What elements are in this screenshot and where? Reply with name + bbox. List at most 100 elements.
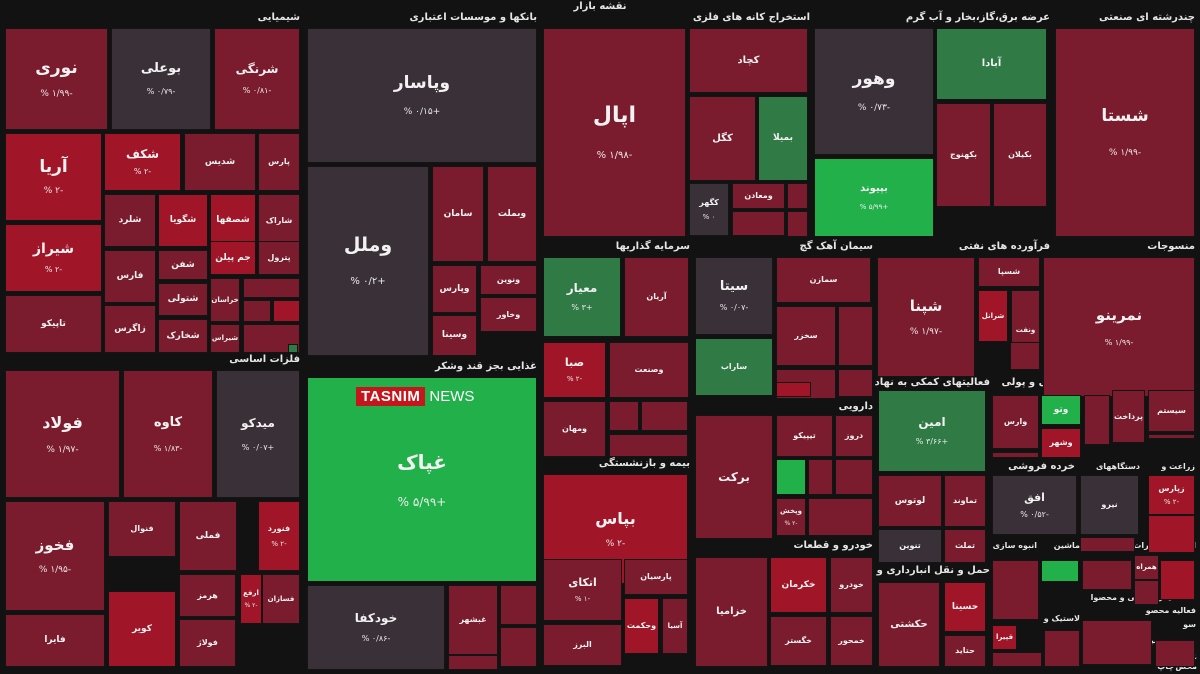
- small-stock-cell[interactable]: [1082, 620, 1152, 665]
- small-stock-cell[interactable]: [288, 344, 298, 353]
- small-stock-cell[interactable]: [641, 401, 688, 431]
- stock-tile[interactable]: زپارس -۲ %: [1148, 475, 1195, 515]
- stock-tile[interactable]: افق -۰/۵۲ %: [992, 475, 1077, 535]
- stock-tile[interactable]: شپنا -۱/۹۷ %: [877, 257, 975, 377]
- stock-tile[interactable]: وصنعت: [609, 342, 689, 398]
- stock-tile[interactable]: حکشتی: [878, 582, 940, 667]
- stock-tile[interactable]: وهور -۰/۷۳ %: [814, 28, 934, 155]
- stock-tile[interactable]: جم پیلن: [210, 241, 256, 275]
- small-stock-cell[interactable]: [609, 434, 688, 457]
- stock-tile[interactable]: اپال -۱/۹۸ %: [543, 28, 686, 237]
- stock-tile[interactable]: شاراک: [258, 194, 300, 247]
- small-stock-cell[interactable]: [787, 183, 808, 209]
- stock-tile[interactable]: ارفع -۲ %: [240, 574, 262, 624]
- small-stock-cell[interactable]: [992, 652, 1042, 667]
- small-stock-cell[interactable]: [838, 369, 873, 397]
- small-stock-cell[interactable]: [500, 585, 537, 625]
- small-stock-cell[interactable]: [1082, 560, 1132, 590]
- stock-tile[interactable]: وپخش -۲ %: [776, 498, 806, 536]
- stock-tile[interactable]: سخزر: [776, 306, 836, 366]
- stock-tile[interactable]: شگویا: [158, 194, 208, 247]
- small-stock-cell[interactable]: [992, 560, 1039, 620]
- stock-tile[interactable]: معیار +۳ %: [543, 257, 621, 337]
- stock-tile[interactable]: فملی: [179, 501, 237, 571]
- stock-tile[interactable]: فنوال: [108, 501, 176, 557]
- small-stock-cell[interactable]: [835, 459, 873, 495]
- stock-tile[interactable]: فنورد -۲ %: [258, 501, 300, 571]
- small-stock-cell[interactable]: [1080, 537, 1135, 552]
- stock-tile[interactable]: میدکو +۰/۰۷ %: [216, 370, 300, 498]
- stock-tile[interactable]: شرنگی -۰/۸۱ %: [214, 28, 300, 130]
- stock-tile[interactable]: شخارک: [158, 319, 208, 353]
- small-stock-cell[interactable]: [1044, 630, 1080, 667]
- stock-tile[interactable]: بکیلان: [993, 103, 1047, 207]
- stock-tile[interactable]: وپاسار +۰/۱۵ %: [307, 28, 537, 163]
- stock-tile[interactable]: کویر: [108, 591, 176, 667]
- stock-tile[interactable]: غبشهر: [448, 585, 498, 655]
- stock-tile[interactable]: وتو: [1041, 395, 1081, 425]
- small-stock-cell[interactable]: [732, 211, 785, 236]
- stock-tile[interactable]: آریان: [624, 257, 689, 337]
- stock-tile[interactable]: شصفها: [210, 194, 256, 247]
- stock-tile[interactable]: خگستر: [770, 616, 827, 666]
- stock-tile[interactable]: حتاید: [944, 635, 986, 667]
- stock-tile[interactable]: نوری -۱/۹۹ %: [5, 28, 108, 130]
- small-stock-cell[interactable]: [808, 498, 873, 536]
- stock-tile[interactable]: شکف -۲ %: [104, 133, 181, 191]
- stock-tile[interactable]: وملل +۰/۲ %: [307, 166, 429, 356]
- stock-tile[interactable]: لوتوس: [878, 475, 942, 527]
- stock-tile[interactable]: پترول: [258, 241, 300, 275]
- stock-tile[interactable]: نمرینو -۱/۹۹ %: [1043, 257, 1195, 397]
- small-stock-cell[interactable]: [1134, 580, 1159, 605]
- stock-tile[interactable]: شدیس: [184, 133, 256, 191]
- stock-tile[interactable]: آریا -۲ %: [5, 133, 102, 221]
- stock-tile[interactable]: شیراز -۲ %: [5, 224, 102, 292]
- stock-tile[interactable]: خکرمان: [770, 557, 827, 613]
- stock-tile[interactable]: سامان: [432, 166, 484, 262]
- stock-tile[interactable]: بکهنوج: [936, 103, 991, 207]
- stock-tile[interactable]: دروز: [835, 415, 873, 457]
- stock-tile[interactable]: کچاد: [689, 28, 808, 93]
- stock-tile[interactable]: آبادا: [936, 28, 1047, 100]
- stock-tile[interactable]: وبملت: [487, 166, 537, 262]
- small-stock-cell[interactable]: [787, 211, 808, 237]
- small-stock-cell[interactable]: [243, 300, 271, 322]
- stock-tile[interactable]: شستا -۱/۹۹ %: [1055, 28, 1195, 237]
- stock-tile[interactable]: ومعادن: [732, 183, 785, 209]
- stock-tile[interactable]: ساراب: [695, 338, 773, 396]
- stock-tile[interactable]: البرز: [543, 624, 622, 666]
- stock-tile[interactable]: همراه: [1134, 555, 1159, 580]
- stock-tile[interactable]: ونوین: [480, 265, 537, 295]
- stock-tile[interactable]: تملت: [944, 529, 986, 563]
- small-stock-cell[interactable]: [609, 401, 639, 431]
- stock-tile[interactable]: خراسان: [210, 278, 240, 322]
- small-stock-cell[interactable]: [243, 278, 300, 298]
- small-stock-cell[interactable]: [500, 627, 537, 667]
- stock-tile[interactable]: خمحور: [830, 616, 873, 666]
- stock-tile[interactable]: شیراس: [210, 324, 240, 353]
- small-stock-cell[interactable]: [776, 459, 806, 495]
- stock-tile[interactable]: فایرا: [5, 614, 105, 667]
- stock-tile[interactable]: شتولی: [158, 283, 208, 316]
- small-stock-cell[interactable]: [1010, 342, 1040, 370]
- stock-tile[interactable]: امین +۳/۶۶ %: [878, 390, 986, 472]
- stock-tile[interactable]: سیتا -۰/۰۷ %: [695, 257, 773, 335]
- stock-tile[interactable]: وارس: [992, 395, 1039, 449]
- stock-tile[interactable]: فولاژ: [179, 619, 236, 667]
- stock-tile[interactable]: کگل: [689, 96, 756, 181]
- small-stock-cell[interactable]: [838, 306, 873, 366]
- small-stock-cell[interactable]: [992, 452, 1039, 458]
- stock-tile[interactable]: فارس: [104, 250, 156, 303]
- small-stock-cell[interactable]: [448, 655, 498, 670]
- stock-tile[interactable]: آسیا: [662, 598, 688, 654]
- small-stock-cell[interactable]: [273, 300, 300, 322]
- stock-tile[interactable]: پارس: [258, 133, 300, 191]
- stock-tile[interactable]: تماوند: [944, 475, 986, 527]
- stock-tile[interactable]: شسپا: [978, 257, 1040, 287]
- stock-tile[interactable]: حسینا: [944, 582, 986, 632]
- small-stock-cell[interactable]: [1160, 560, 1195, 600]
- stock-tile[interactable]: برکت: [695, 415, 773, 539]
- stock-tile[interactable]: پرداخت: [1112, 390, 1145, 443]
- stock-tile[interactable]: صبا -۲ %: [543, 342, 606, 398]
- stock-tile[interactable]: ومهان: [543, 401, 606, 457]
